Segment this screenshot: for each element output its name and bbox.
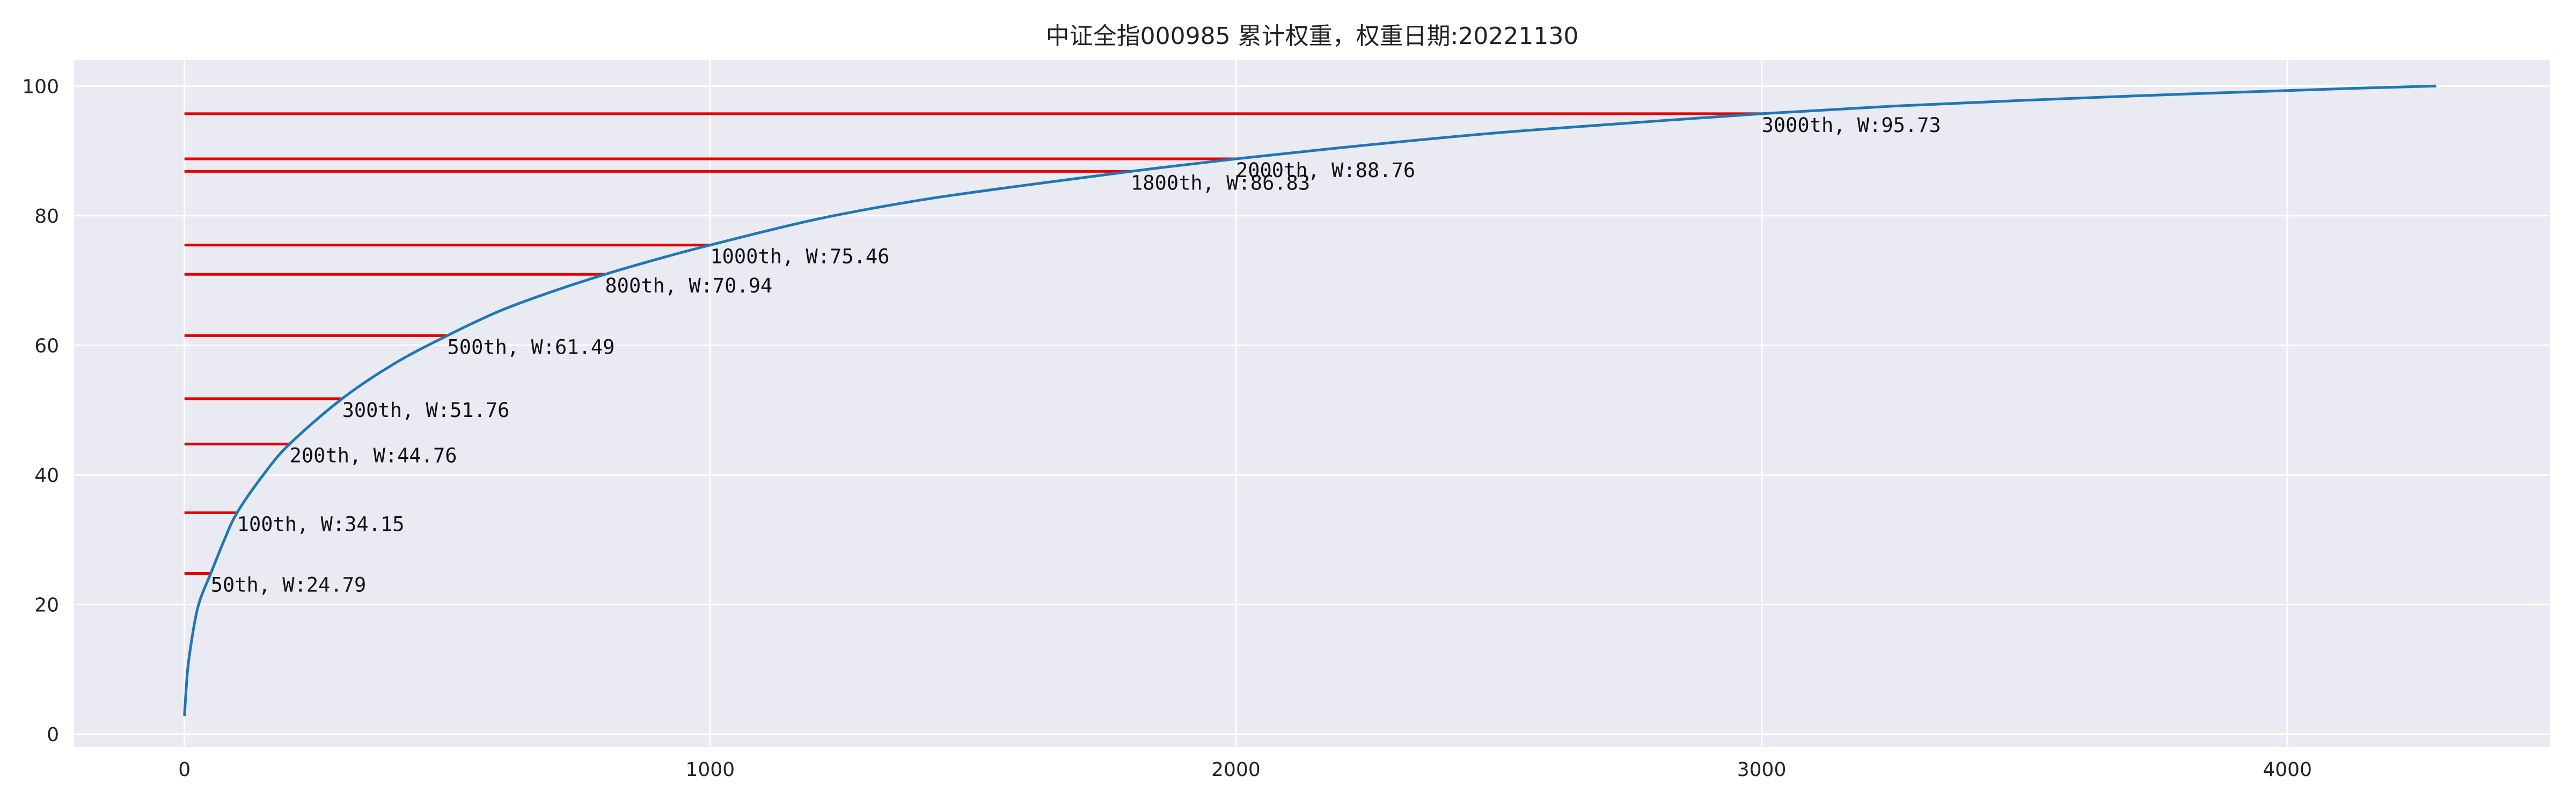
reference-label: 500th, W:61.49 <box>448 335 615 358</box>
tick-labels: 0 1000 2000 3000 4000 0 20 40 60 80 100 <box>22 76 2312 781</box>
reference-label: 300th, W:51.76 <box>342 399 510 422</box>
x-tick-label: 3000 <box>1737 759 1787 781</box>
reference-label: 1800th, W:86.83 <box>1131 171 1310 194</box>
series-line <box>183 84 2436 716</box>
reference-label: 1000th, W:75.46 <box>710 245 889 268</box>
y-tick-label: 100 <box>22 76 59 98</box>
x-tick-label: 1000 <box>686 759 735 781</box>
reference-label: 800th, W:70.94 <box>605 274 772 297</box>
x-tick-label: 2000 <box>1211 759 1261 781</box>
y-tick-label: 60 <box>34 335 59 357</box>
x-tick-label: 0 <box>178 759 191 781</box>
annotations: 50th, W:24.79 100th, W:34.15 200th, W:44.7… <box>211 114 1941 597</box>
y-tick-label: 0 <box>47 724 59 746</box>
y-tick-label: 40 <box>34 465 59 487</box>
grid-layer <box>74 60 2550 747</box>
y-tick-label: 20 <box>34 594 59 616</box>
y-tick-label: 80 <box>34 206 59 228</box>
chart-title: 中证全指000985 累计权重，权重日期:20221130 <box>1046 23 1579 50</box>
series-layer <box>183 84 2436 716</box>
x-tick-label: 4000 <box>2263 759 2312 781</box>
plot-background <box>74 60 2550 747</box>
reference-label: 2000th, W:88.76 <box>1236 159 1415 182</box>
reference-label: 200th, W:44.76 <box>290 444 457 467</box>
reference-lines <box>184 112 1762 575</box>
reference-label: 3000th, W:95.73 <box>1762 114 1941 137</box>
reference-label: 50th, W:24.79 <box>211 573 367 596</box>
reference-label: 100th, W:34.15 <box>237 513 405 536</box>
